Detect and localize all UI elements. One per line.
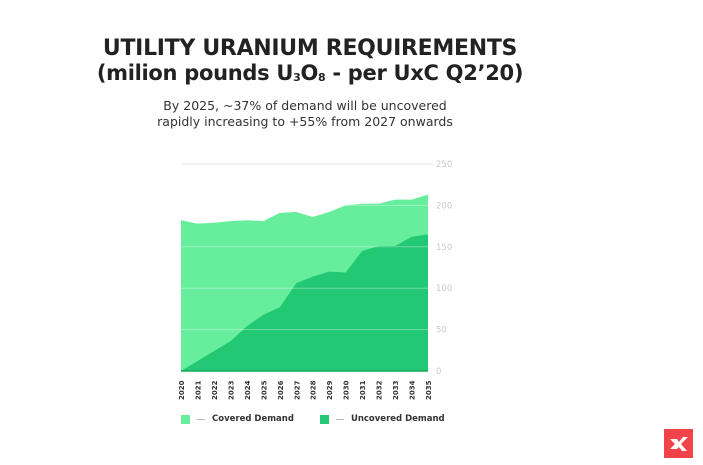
- chart-subtitle-line2: rapidly increasing to +55% from 2027 onw…: [157, 114, 453, 129]
- x-logo-icon: [669, 436, 688, 451]
- x-tick-label: 2027: [293, 380, 301, 400]
- legend-swatch-uncovered: [319, 414, 329, 424]
- y-tick-label: 150: [436, 243, 452, 253]
- x-tick-label: 2035: [425, 380, 433, 400]
- uncovered-demand-area: [181, 234, 428, 371]
- chart-title-line1: UTILITY URANIUM REQUIREMENTS: [102, 36, 518, 61]
- legend-label-covered: Covered Demand: [212, 414, 294, 424]
- y-tick-label: 0: [436, 367, 441, 377]
- legend-item-uncovered: Uncovered Demand: [319, 414, 445, 424]
- x-tick-label: 2029: [326, 380, 334, 400]
- x-tick-label: 2030: [343, 380, 351, 400]
- y-tick-label: 250: [436, 160, 452, 170]
- chart-legend: Covered Demand Uncovered Demand: [181, 414, 471, 424]
- legend-swatch-covered: [181, 414, 190, 424]
- legend-label-uncovered: Uncovered Demand: [350, 414, 445, 424]
- chart-title-line2: (milion pounds U3O8 - per UxC Q2’20): [0, 61, 620, 85]
- x-tick-label: 2024: [244, 380, 252, 400]
- x-tick-label: 2026: [277, 380, 285, 400]
- title-text: - per UxC Q2’20): [325, 61, 524, 85]
- brand-logo-icon: [664, 429, 693, 458]
- x-tick-label: 2033: [392, 380, 400, 400]
- x-tick-label: 2025: [260, 380, 268, 400]
- legend-dash: [335, 418, 344, 420]
- title-subscript: 8: [318, 71, 326, 84]
- x-tick-label: 2034: [409, 380, 417, 400]
- x-tick-label: 2031: [359, 380, 367, 400]
- y-tick-label: 200: [436, 201, 452, 211]
- title-text: (milion pounds U: [96, 61, 294, 85]
- x-tick-label: 2021: [194, 380, 202, 400]
- x-tick-label: 2020: [178, 380, 186, 400]
- x-tick-label: 2023: [227, 380, 235, 400]
- x-tick-label: 2032: [376, 380, 384, 400]
- x-tick-label: 2028: [310, 380, 318, 400]
- y-tick-label: 100: [436, 284, 452, 294]
- legend-item-covered: Covered Demand: [181, 414, 294, 424]
- legend-dash: [197, 418, 205, 420]
- y-tick-label: 50: [436, 326, 447, 336]
- title-subscript: 3: [293, 71, 301, 84]
- title-text: O: [300, 61, 318, 85]
- x-tick-label: 2022: [211, 380, 219, 400]
- chart-subtitle-line1: By 2025, ~37% of demand will be uncovere…: [163, 98, 447, 113]
